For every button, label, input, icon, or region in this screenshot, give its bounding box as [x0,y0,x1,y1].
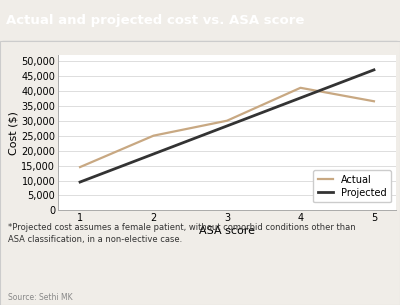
Text: Source: Sethi MK: Source: Sethi MK [8,293,73,302]
Actual [151,134,156,138]
Actual [78,165,82,169]
Actual [298,86,303,90]
Line: Actual: Actual [80,88,374,167]
Text: *Projected cost assumes a female patient, without comorbid conditions other than: *Projected cost assumes a female patient… [8,223,356,244]
X-axis label: ASA score: ASA score [199,226,255,236]
Text: Actual and projected cost vs. ASA score: Actual and projected cost vs. ASA score [6,14,304,27]
Y-axis label: Cost ($): Cost ($) [8,111,18,155]
Actual [225,119,230,123]
Actual [372,99,376,103]
Legend: Actual, Projected: Actual, Projected [314,170,391,203]
